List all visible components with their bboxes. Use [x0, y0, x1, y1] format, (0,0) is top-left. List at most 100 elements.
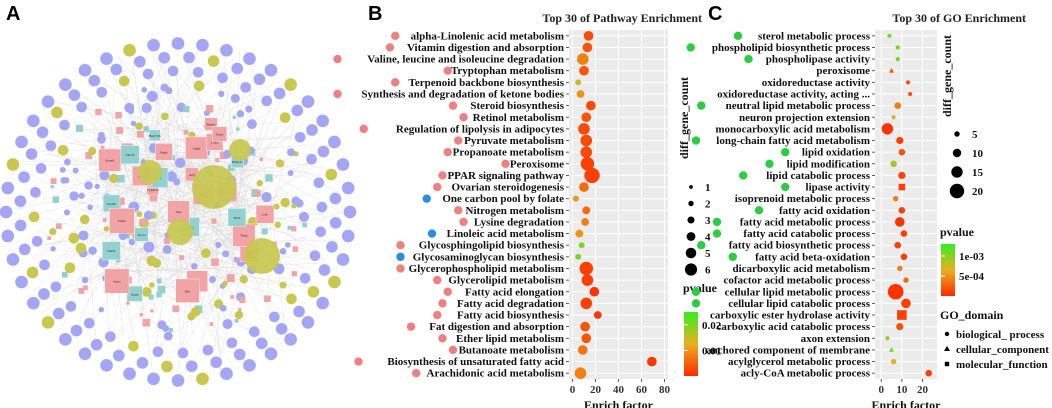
network-node-gene: [117, 174, 125, 183]
network-hub-label: Hmgcs1: [232, 160, 243, 164]
data-point: [579, 182, 589, 192]
network-node-lncrna: [76, 101, 88, 113]
pathway-chart-title: Top 30 of Pathway Enrichment: [542, 11, 702, 25]
size-legend-dot: [689, 185, 693, 189]
shape-legend-label: biological_ process: [956, 329, 1045, 341]
network-hub-node: [109, 208, 135, 234]
network-node-lncrna: [38, 259, 51, 271]
network-edge: [48, 154, 211, 188]
y-label-dot: [433, 310, 442, 320]
y-label-dot: [454, 206, 463, 215]
y-label-dot: [354, 357, 363, 366]
network-node-gene: [233, 258, 238, 263]
y-tick-label: Glycosphingolipid biosynthesis: [419, 240, 565, 252]
network-node-lncrna: [264, 63, 278, 77]
network-hub-node: [155, 143, 173, 161]
network-node-lncrna: [207, 54, 220, 68]
size-legend-dot: [952, 148, 962, 158]
network-node-gene: [143, 126, 150, 132]
data-point: [896, 323, 904, 331]
network-node: [256, 179, 264, 187]
network-node-lncrna: [341, 229, 355, 243]
plot-panel: [875, 30, 937, 379]
network-node-lncrna: [341, 181, 355, 195]
network-node-lncrna: [88, 74, 101, 87]
network-hub-label: Lpin2: [193, 147, 201, 151]
network-hub-label: Acly: [189, 173, 196, 177]
x-tick-label: 20: [590, 384, 602, 396]
data-point: [895, 217, 905, 227]
data-point: [580, 134, 593, 147]
y-tick-label: Steroid biosynthesis: [470, 100, 564, 112]
data-point: [577, 345, 588, 355]
network-node: [163, 331, 173, 341]
network-node-lncrna: [268, 311, 280, 323]
network-node: [209, 276, 216, 284]
network-edge: [125, 262, 322, 273]
network-node-lncrna: [343, 205, 357, 219]
network-node-gene: [179, 255, 185, 261]
y-tick-label: phospholipid biosynthetic process: [712, 42, 871, 54]
network-node-lncrna: [36, 126, 49, 139]
network-node-gene: [234, 318, 239, 323]
network-edge: [156, 86, 183, 282]
y-tick-label: lipid oxidation: [802, 147, 870, 159]
network-node: [261, 192, 272, 203]
data-point: [901, 298, 911, 309]
network-hub-label: Cidea: [211, 140, 219, 144]
data-point: [895, 45, 900, 50]
color-legend-bar: [941, 244, 955, 296]
network-node-gene: [142, 318, 151, 327]
network-edge: [119, 58, 160, 263]
y-tick-label: lipid catabolic process: [766, 170, 870, 182]
network-node-lncrna: [177, 347, 189, 359]
network-node-lncrna: [285, 293, 298, 305]
y-label-dot: [396, 241, 405, 250]
network-hub-label: Acaca: [138, 233, 147, 237]
network-edge: [113, 273, 271, 340]
network-hub-label: Plin5: [234, 216, 241, 220]
network-hub-label: Elovl6: [107, 202, 116, 206]
network-node-lncrna: [14, 275, 29, 289]
y-tick-label: neutral lipid metabolic process: [726, 100, 871, 112]
network-node: [287, 170, 294, 177]
y-label-dot: [333, 89, 342, 99]
network-node-lncrna: [248, 326, 260, 338]
network-edge: [272, 104, 300, 208]
network-node: [84, 181, 93, 190]
data-point: [898, 148, 906, 156]
y-label-dot: [697, 101, 706, 110]
x-tick-label: 60: [636, 384, 648, 396]
network-node-lncrna: [127, 340, 140, 352]
network-node: [50, 246, 56, 252]
y-label-dot: [459, 217, 468, 227]
data-point: [887, 283, 904, 300]
data-point: [584, 167, 600, 184]
network-hub-lncrna: [138, 160, 162, 184]
network-node-lncrna: [35, 162, 47, 174]
network-node-gene: [239, 296, 246, 304]
network-node-lncrna: [219, 43, 234, 57]
network-node: [246, 119, 257, 130]
y-label-dot: [459, 113, 468, 122]
network-node-lncrna: [292, 305, 306, 318]
shape-legend-marker: [944, 346, 950, 351]
y-label-dot: [733, 31, 743, 41]
network-node-gene: [264, 295, 271, 303]
network-hub-node: [211, 126, 227, 142]
network-node-gene: [126, 301, 130, 305]
network-node-lncrna: [307, 285, 320, 298]
network-node: [160, 83, 169, 92]
network-node-lncrna: [6, 157, 20, 172]
y-tick-label: long-chain fatty acid metabolism: [716, 135, 870, 147]
data-point: [578, 123, 590, 135]
network-node-gene: [232, 115, 236, 120]
network-node-gene: [292, 246, 299, 252]
network-hub-node: [98, 148, 122, 172]
network-edge: [88, 148, 171, 223]
network-node-gene: [56, 223, 62, 229]
y-tick-label: fatty acid beta-oxidation: [755, 251, 870, 263]
network-node: [161, 112, 169, 121]
network-node-gene: [116, 127, 124, 134]
